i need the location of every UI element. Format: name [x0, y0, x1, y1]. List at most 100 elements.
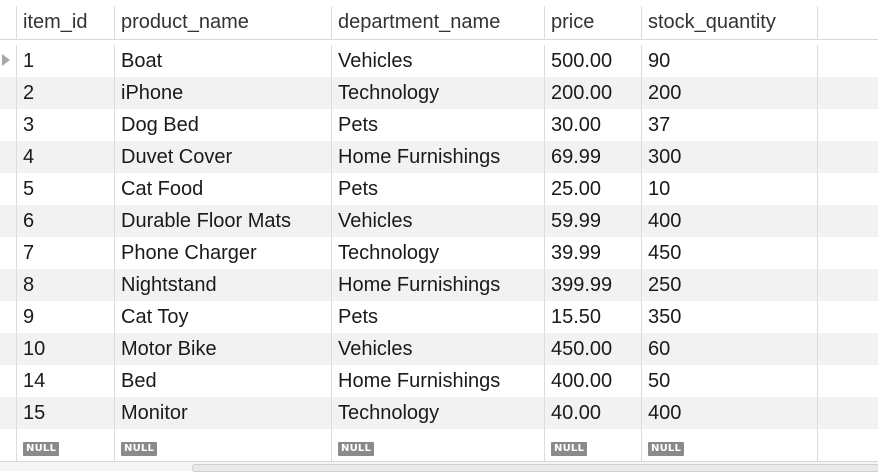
cell-product-name[interactable]: Cat Toy [114, 301, 331, 333]
row-gutter[interactable] [0, 45, 14, 77]
row-gutter[interactable] [0, 205, 14, 237]
cell-department-name[interactable]: Vehicles [331, 45, 544, 77]
row-gutter[interactable] [0, 237, 14, 269]
cell-item-id[interactable]: 5 [16, 173, 114, 205]
cell-stock-quantity[interactable]: 450 [641, 237, 818, 269]
cell-product-name[interactable]: NULL [114, 429, 331, 461]
cell-stock-quantity[interactable]: 400 [641, 205, 818, 237]
cell-price[interactable]: 15.50 [544, 301, 641, 333]
cell-product-name[interactable]: Cat Food [114, 173, 331, 205]
scrollbar-thumb[interactable] [192, 464, 878, 472]
cell-price[interactable]: 69.99 [544, 141, 641, 173]
table-row[interactable]: 15 Monitor Technology 40.00 400 [0, 397, 878, 429]
cell-department-name[interactable]: Pets [331, 301, 544, 333]
cell-item-id[interactable]: 3 [16, 109, 114, 141]
cell-stock-quantity[interactable]: 50 [641, 365, 818, 397]
cell-product-name[interactable]: Monitor [114, 397, 331, 429]
cell-product-name[interactable]: Dog Bed [114, 109, 331, 141]
cell-stock-quantity[interactable]: 350 [641, 301, 818, 333]
cell-price[interactable]: 450.00 [544, 333, 641, 365]
cell-stock-quantity[interactable]: 37 [641, 109, 818, 141]
cell-price[interactable]: 500.00 [544, 45, 641, 77]
cell-stock-quantity[interactable]: 90 [641, 45, 818, 77]
cell-department-name[interactable]: Technology [331, 237, 544, 269]
cell-price[interactable]: 39.99 [544, 237, 641, 269]
cell-stock-quantity[interactable]: 400 [641, 397, 818, 429]
cell-price[interactable]: 40.00 [544, 397, 641, 429]
cell-department-name[interactable]: Vehicles [331, 205, 544, 237]
cell-price[interactable]: NULL [544, 429, 641, 461]
cell-product-name[interactable]: Phone Charger [114, 237, 331, 269]
row-gutter[interactable] [0, 173, 14, 205]
cell-product-name[interactable]: Duvet Cover [114, 141, 331, 173]
table-row[interactable]: 14 Bed Home Furnishings 400.00 50 [0, 365, 878, 397]
cell-item-id[interactable]: 8 [16, 269, 114, 301]
row-gutter[interactable] [0, 397, 14, 429]
table-row[interactable]: 4 Duvet Cover Home Furnishings 69.99 300 [0, 141, 878, 173]
cell-stock-quantity[interactable]: 10 [641, 173, 818, 205]
table-row[interactable]: 7 Phone Charger Technology 39.99 450 [0, 237, 878, 269]
cell-department-name[interactable]: Home Furnishings [331, 365, 544, 397]
cell-product-name[interactable]: Motor Bike [114, 333, 331, 365]
column-header-product-name[interactable]: product_name [114, 6, 331, 39]
cell-item-id[interactable]: 14 [16, 365, 114, 397]
result-grid[interactable]: item_id product_name department_name pri… [0, 0, 878, 461]
cell-department-name[interactable]: Pets [331, 109, 544, 141]
cell-price[interactable]: 400.00 [544, 365, 641, 397]
table-row[interactable]: 9 Cat Toy Pets 15.50 350 [0, 301, 878, 333]
cell-item-id[interactable]: 7 [16, 237, 114, 269]
column-header-department-name[interactable]: department_name [331, 6, 544, 39]
column-header-stock-quantity[interactable]: stock_quantity [641, 6, 818, 39]
cell-department-name[interactable]: Technology [331, 397, 544, 429]
cell-price[interactable]: 59.99 [544, 205, 641, 237]
cell-item-id[interactable]: 4 [16, 141, 114, 173]
cell-price[interactable]: 399.99 [544, 269, 641, 301]
table-row[interactable]: 1 Boat Vehicles 500.00 90 [0, 45, 878, 77]
cell-item-id[interactable]: 9 [16, 301, 114, 333]
table-row[interactable]: 8 Nightstand Home Furnishings 399.99 250 [0, 269, 878, 301]
cell-item-id[interactable]: 15 [16, 397, 114, 429]
cell-item-id[interactable]: 2 [16, 77, 114, 109]
cell-stock-quantity[interactable]: 250 [641, 269, 818, 301]
column-header-item-id[interactable]: item_id [16, 6, 114, 39]
table-row[interactable]: 3 Dog Bed Pets 30.00 37 [0, 109, 878, 141]
cell-price[interactable]: 200.00 [544, 77, 641, 109]
cell-item-id[interactable]: NULL [16, 429, 114, 461]
cell-stock-quantity[interactable]: 60 [641, 333, 818, 365]
row-gutter[interactable] [0, 365, 14, 397]
row-gutter[interactable] [0, 301, 14, 333]
cell-department-name[interactable]: Pets [331, 173, 544, 205]
cell-product-name[interactable]: Bed [114, 365, 331, 397]
cell-department-name[interactable]: Home Furnishings [331, 141, 544, 173]
table-row[interactable]: 10 Motor Bike Vehicles 450.00 60 [0, 333, 878, 365]
row-gutter[interactable] [0, 269, 14, 301]
row-gutter[interactable] [0, 77, 14, 109]
row-gutter[interactable] [0, 141, 14, 173]
table-row[interactable]: 2 iPhone Technology 200.00 200 [0, 77, 878, 109]
cell-department-name[interactable]: Home Furnishings [331, 269, 544, 301]
row-gutter[interactable] [0, 333, 14, 365]
null-badge: NULL [23, 442, 60, 456]
cell-item-id[interactable]: 10 [16, 333, 114, 365]
table-row[interactable]: 5 Cat Food Pets 25.00 10 [0, 173, 878, 205]
cell-department-name[interactable]: NULL [331, 429, 544, 461]
row-gutter[interactable] [0, 109, 14, 141]
cell-product-name[interactable]: Nightstand [114, 269, 331, 301]
cell-price[interactable]: 25.00 [544, 173, 641, 205]
cell-product-name[interactable]: Durable Floor Mats [114, 205, 331, 237]
cell-item-id[interactable]: 1 [16, 45, 114, 77]
table-row[interactable]: 6 Durable Floor Mats Vehicles 59.99 400 [0, 205, 878, 237]
cell-department-name[interactable]: Technology [331, 77, 544, 109]
cell-stock-quantity[interactable]: 300 [641, 141, 818, 173]
null-badge: NULL [121, 442, 158, 456]
cell-stock-quantity[interactable]: NULL [641, 429, 818, 461]
new-row[interactable]: NULL NULL NULL NULL NULL [0, 429, 878, 461]
cell-item-id[interactable]: 6 [16, 205, 114, 237]
column-header-price[interactable]: price [544, 6, 641, 39]
cell-product-name[interactable]: Boat [114, 45, 331, 77]
cell-price[interactable]: 30.00 [544, 109, 641, 141]
cell-product-name[interactable]: iPhone [114, 77, 331, 109]
cell-stock-quantity[interactable]: 200 [641, 77, 818, 109]
row-gutter[interactable] [0, 429, 14, 461]
cell-department-name[interactable]: Vehicles [331, 333, 544, 365]
